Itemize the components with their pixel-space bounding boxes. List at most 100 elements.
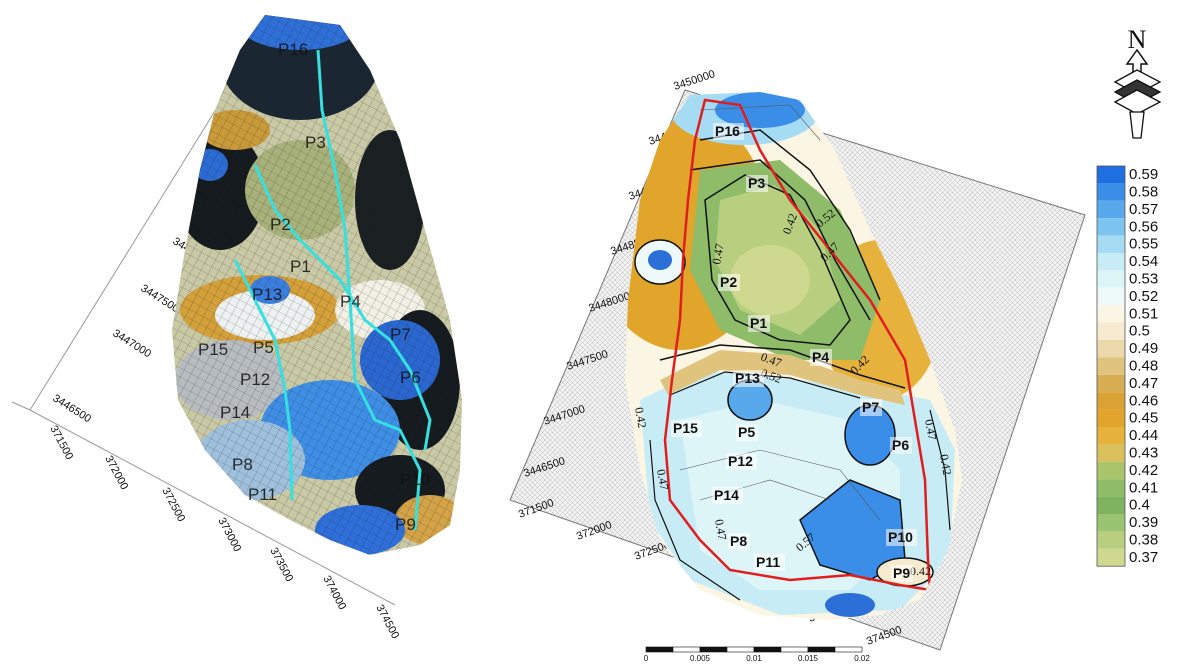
legend-swatch: [1097, 235, 1125, 253]
well-label: P3: [748, 175, 765, 191]
well-label: P2: [720, 274, 737, 290]
well-label: P3: [305, 133, 326, 152]
scale-bar-label: 0.005: [690, 654, 711, 663]
legend-value-label: 0.51: [1129, 305, 1158, 322]
north-arrow: N: [1113, 25, 1162, 139]
well-label: P2: [270, 215, 291, 234]
legend-swatch: [1097, 340, 1125, 358]
well-label: P11: [248, 485, 277, 504]
legend-swatch: [1097, 287, 1125, 306]
legend-value-label: 0.44: [1129, 427, 1158, 444]
legend-swatch: [1097, 409, 1125, 427]
left-well-labels: P16 P3 P2 P1 P13 P4 P7 P15 P5 P12 P6 P14 P10 P8 P11 P9: [198, 40, 430, 534]
left-3d-map: 3450000344950034490003448500344800034475…: [11, 15, 462, 641]
contour-label: 0.47: [709, 242, 726, 265]
legend-swatch: [1097, 218, 1125, 236]
legend-value-label: 0.5: [1129, 323, 1150, 340]
well-label: P6: [892, 437, 909, 453]
well-label: P9: [893, 565, 910, 581]
contour-label: 0.47: [654, 468, 671, 491]
legend-value-label: 0.39: [1129, 514, 1158, 531]
legend-value-label: 0.59: [1129, 166, 1158, 183]
right-well-labels: P16 P3 P2 P1 P4 P13 P7 P15 P5 P6 P12 P14 P8 P11 P10 P9: [671, 123, 917, 582]
contour-label: 0.42: [780, 212, 800, 237]
legend-swatch: [1097, 531, 1125, 549]
legend-value-label: 0.45: [1129, 410, 1158, 427]
contour-label: 0.52: [759, 366, 784, 386]
well-label: P10: [888, 529, 913, 545]
contour-label: 0.42: [937, 453, 954, 476]
well-label: P4: [340, 292, 361, 311]
legend-value-label: 0.4: [1129, 497, 1150, 514]
northing-tick-label: 3446500: [50, 392, 93, 425]
easting-tick-label: 372000: [102, 454, 130, 492]
legend-value-label: 0.57: [1129, 201, 1158, 218]
well-label: P14: [220, 403, 250, 422]
legend-value-label: 0.46: [1129, 392, 1158, 409]
scale-bar-label: 0: [644, 654, 649, 663]
well-label: P6: [400, 368, 421, 387]
contour-label: 0.47: [922, 418, 939, 441]
legend-swatch: [1097, 357, 1125, 375]
left-surface: [172, 15, 462, 555]
contour-label: 0.42: [910, 564, 931, 578]
legend-swatch: [1097, 427, 1125, 445]
legend-swatch: [1097, 253, 1125, 271]
legend-value-label: 0.58: [1129, 183, 1158, 200]
northing-tick-label: 3447500: [138, 282, 181, 315]
well-label: P4: [812, 349, 829, 365]
legend-value-label: 0.49: [1129, 340, 1158, 357]
well-label: P9: [395, 515, 416, 534]
contour-label: 0.47: [712, 518, 729, 541]
well-label: P5: [738, 424, 755, 440]
legend-swatch: [1097, 166, 1125, 184]
legend-value-label: 0.53: [1129, 270, 1158, 287]
well-label: P13: [252, 285, 282, 304]
legend-swatch: [1097, 514, 1125, 532]
legend-swatch: [1097, 496, 1125, 514]
well-label: P16: [715, 123, 740, 139]
well-label: P11: [756, 554, 780, 570]
legend-value-label: 0.47: [1129, 375, 1158, 392]
well-label: P15: [673, 420, 698, 436]
easting-tick-label: 373500: [267, 546, 295, 584]
well-label: P8: [232, 455, 253, 474]
legend-swatch: [1097, 479, 1125, 497]
legend-swatch: [1097, 305, 1125, 323]
right-contour-map: 3450000344950034490003448500344800034475…: [509, 68, 1086, 651]
well-label: P5: [253, 338, 274, 357]
legend-value-label: 0.42: [1129, 462, 1158, 479]
legend-swatch: [1097, 374, 1125, 393]
legend-value-label: 0.55: [1129, 236, 1158, 253]
northing-tick-label: 3450000: [672, 68, 716, 93]
legend-swatch: [1097, 270, 1125, 288]
scale-bar: 0 0.005 0.01 0.015 0.02: [644, 646, 870, 663]
contour-label: 0.47: [759, 350, 784, 370]
legend-value-label: 0.54: [1129, 253, 1158, 270]
legend-swatch: [1097, 461, 1125, 480]
legend-value-label: 0.52: [1129, 288, 1158, 305]
contour-label: 0.42: [632, 406, 649, 429]
well-label: P10: [400, 470, 430, 489]
easting-tick-label: 371500: [47, 424, 75, 462]
legend-value-label: 0.37: [1129, 549, 1158, 566]
well-label: P8: [730, 533, 747, 549]
legend-swatch: [1097, 183, 1125, 201]
well-label: P14: [714, 487, 739, 503]
legend-swatch: [1097, 444, 1125, 462]
legend-swatch: [1097, 392, 1125, 410]
legend-swatch: [1097, 200, 1125, 219]
scale-bar-label: 0.01: [746, 654, 762, 663]
scale-bar-label: 0.015: [798, 654, 819, 663]
legend-value-label: 0.56: [1129, 218, 1158, 235]
well-label: P16: [278, 40, 308, 59]
well-label: P7: [862, 399, 879, 415]
well-label: P1: [750, 315, 767, 331]
northing-tick-label: 3447000: [110, 327, 153, 360]
well-label: P13: [735, 370, 760, 386]
well-label: P1: [290, 257, 311, 276]
legend-value-label: 0.41: [1129, 479, 1158, 496]
north-arrow-letter: N: [1128, 25, 1147, 54]
color-legend: 0.590.580.570.560.550.540.530.520.510.50…: [1096, 165, 1158, 567]
